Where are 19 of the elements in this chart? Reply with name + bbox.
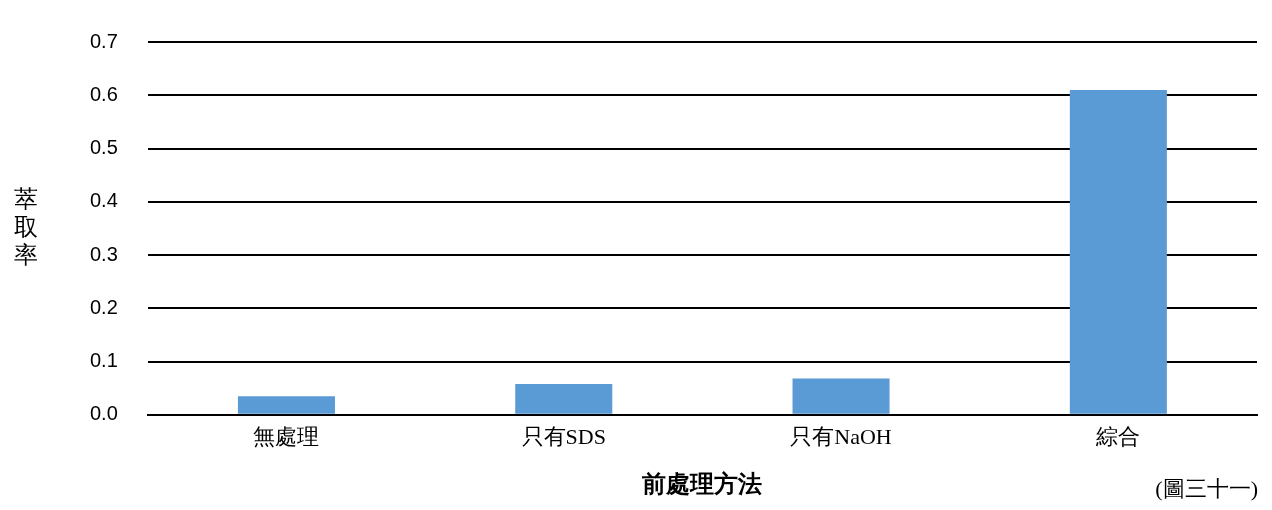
x-axis-title: 前處理方法 [641, 469, 763, 498]
y-tick-label: 0.1 [89, 349, 118, 372]
bar [792, 378, 890, 414]
y-tick-label: 0.5 [89, 136, 118, 159]
x-tick-label: 無處理 [253, 423, 320, 449]
x-tick-label: 只有SDS [521, 423, 606, 449]
y-tick-label: 0.3 [89, 242, 118, 265]
y-tick-label: 0.4 [89, 189, 118, 212]
text: (圖三十一) [1155, 475, 1258, 503]
x-tick-label: 綜合 [1095, 423, 1141, 449]
bar [1069, 89, 1167, 414]
x-tick-label: 只有NaOH [790, 423, 892, 449]
y-tick-label: 0.6 [89, 82, 118, 105]
y-tick-label: 0.0 [89, 402, 118, 425]
y-tick-label: 0.7 [89, 29, 118, 52]
bar [237, 396, 335, 414]
bar [515, 383, 613, 414]
y-axis-title: 萃取率 [14, 184, 38, 269]
y-tick-label: 0.2 [89, 295, 118, 318]
